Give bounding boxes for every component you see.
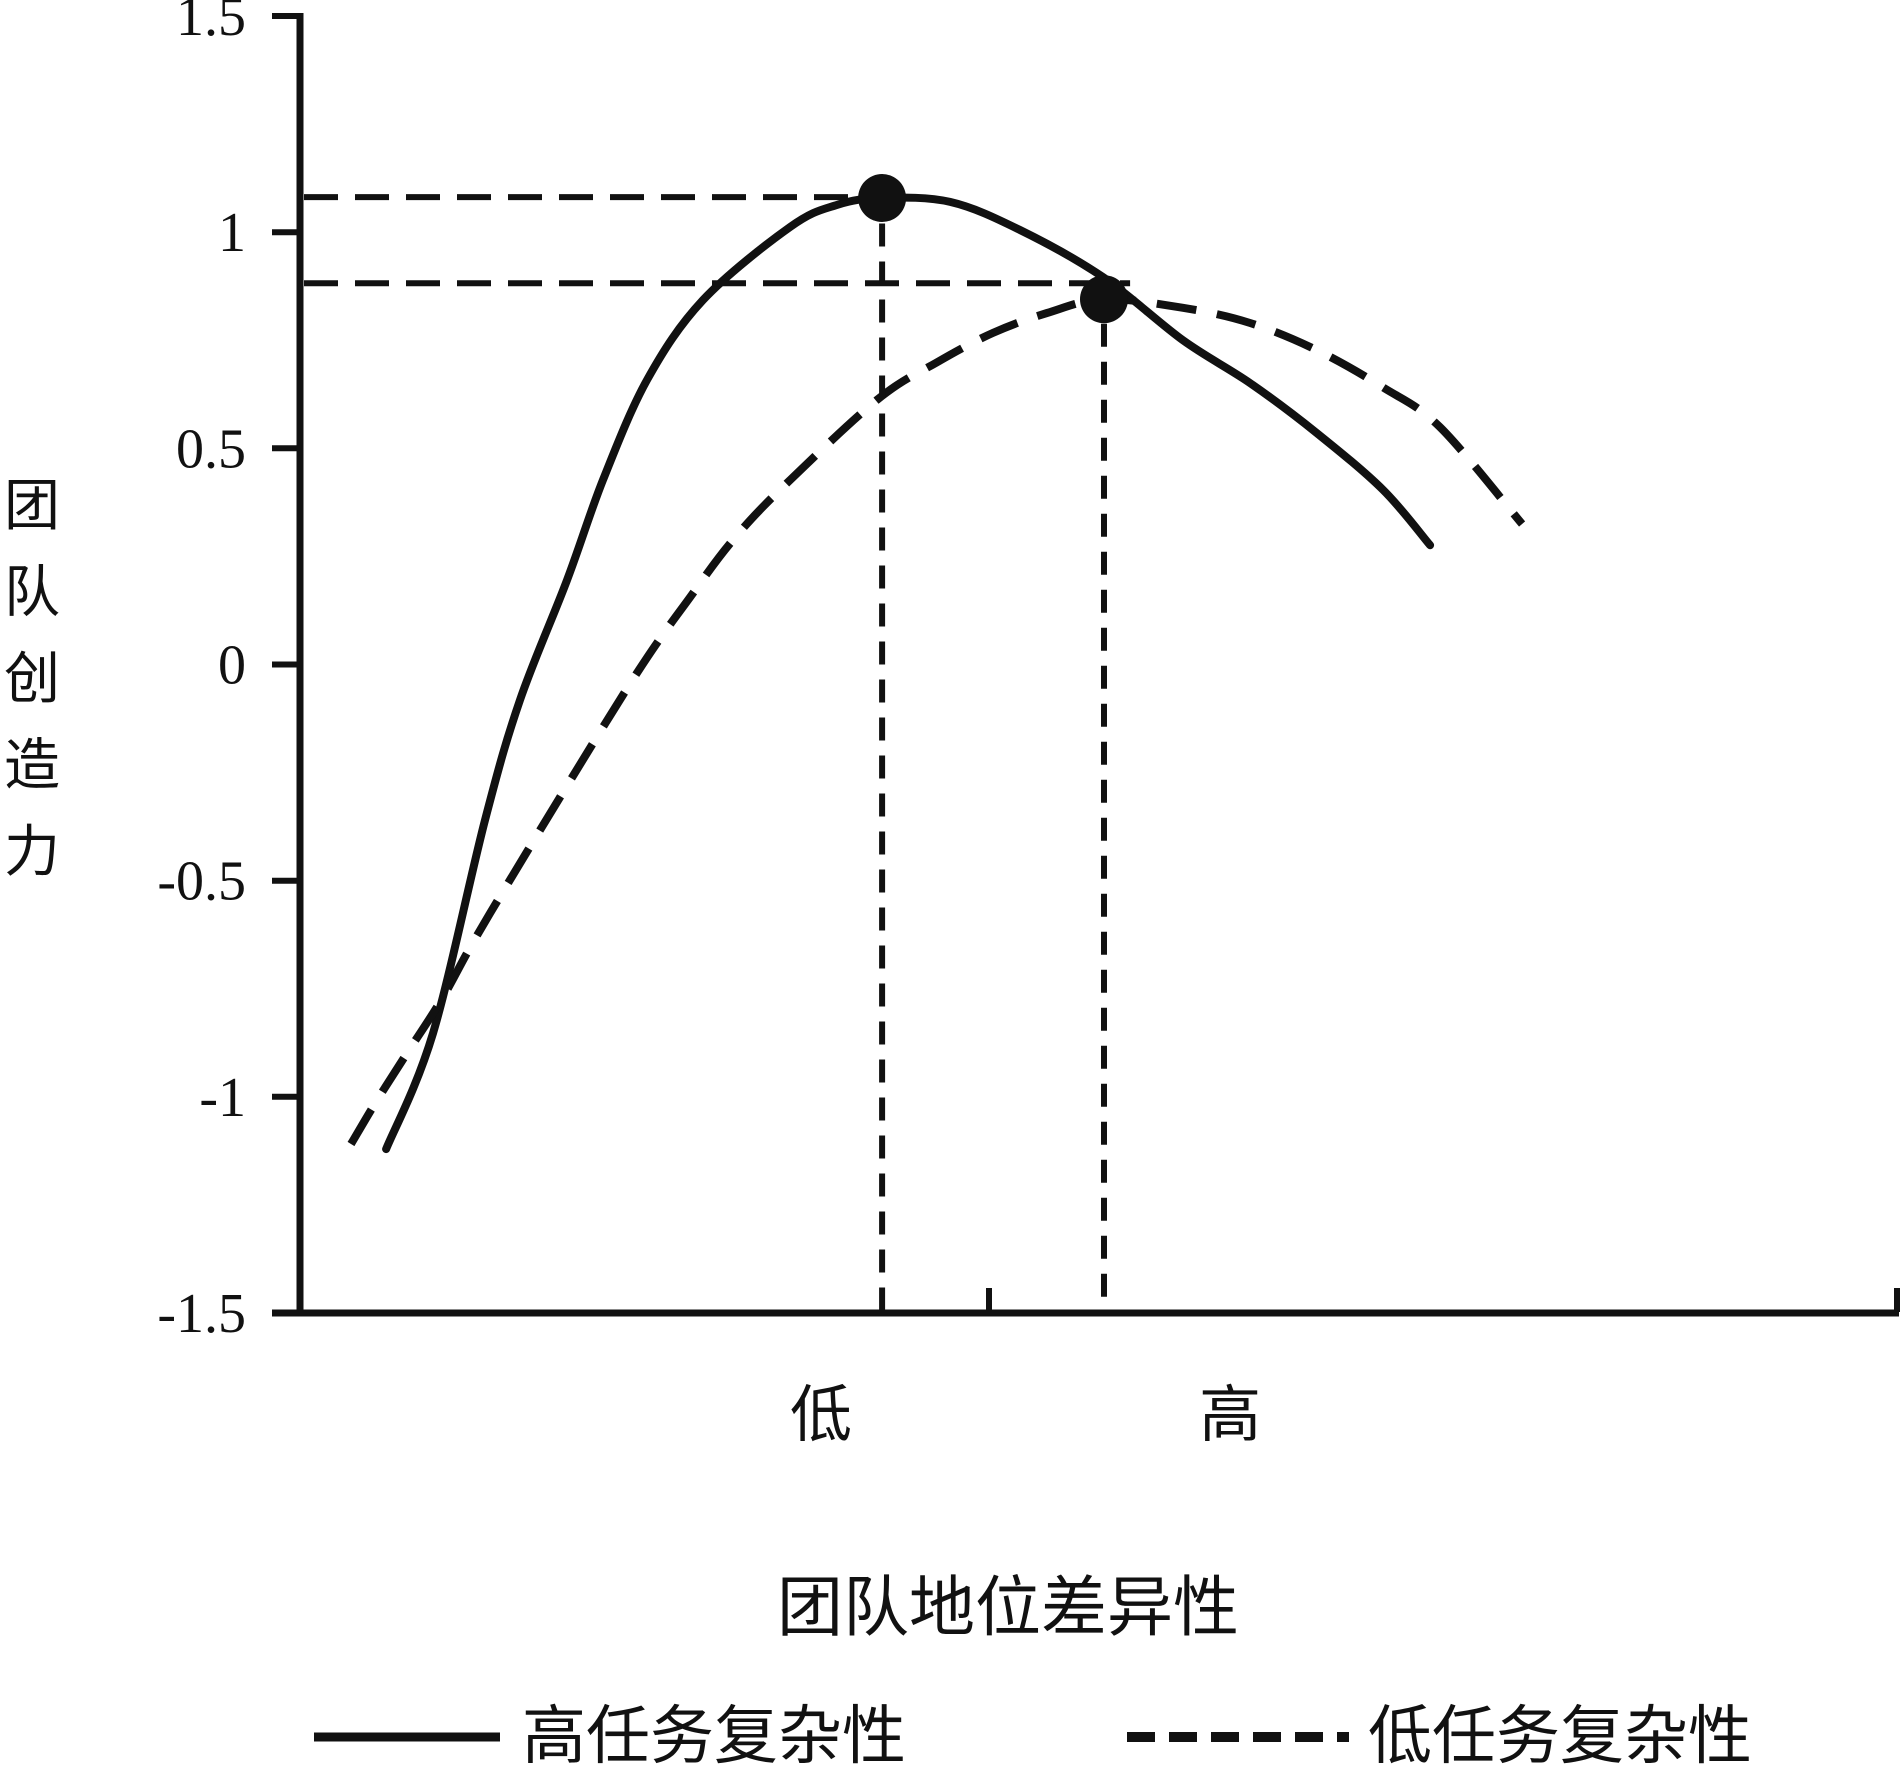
y-tick-label: -1 bbox=[199, 1067, 246, 1129]
y-tick-label: 1 bbox=[218, 202, 246, 264]
y-ticks bbox=[272, 13, 299, 1316]
y-axis-title-char: 创 bbox=[4, 649, 60, 711]
y-tick-label: -1.5 bbox=[157, 1283, 246, 1345]
x-tick-label-high: 高 bbox=[1199, 1382, 1261, 1450]
peak-dot bbox=[858, 174, 907, 222]
legend: 高任务复杂性 低任务复杂性 bbox=[314, 1701, 1752, 1772]
y-axis-title-char: 团 bbox=[4, 476, 60, 538]
low-task-complexity-curve bbox=[347, 295, 1526, 1147]
y-tick-label: 0 bbox=[218, 635, 246, 697]
legend-label-low-complexity: 低任务复杂性 bbox=[1368, 1701, 1752, 1772]
legend-label-high-complexity: 高任务复杂性 bbox=[522, 1701, 906, 1772]
y-tick-labels: 1.5 1 0.5 0 -0.5 -1 -1.5 bbox=[157, 0, 246, 1345]
y-axis-title-char: 队 bbox=[4, 563, 60, 625]
y-axis-title-char: 力 bbox=[4, 822, 60, 884]
x-ticks bbox=[986, 1288, 1900, 1312]
y-tick-label: 0.5 bbox=[176, 418, 246, 480]
y-tick-label: -0.5 bbox=[157, 851, 246, 913]
peak-dot bbox=[1080, 275, 1128, 324]
high-task-complexity-curve bbox=[382, 193, 1435, 1154]
y-tick-label: 1.5 bbox=[176, 0, 246, 48]
x-tick-label-low: 低 bbox=[790, 1382, 852, 1450]
y-axis-title-char: 造 bbox=[4, 736, 60, 798]
x-axis-title: 团队地位差异性 bbox=[777, 1572, 1239, 1645]
